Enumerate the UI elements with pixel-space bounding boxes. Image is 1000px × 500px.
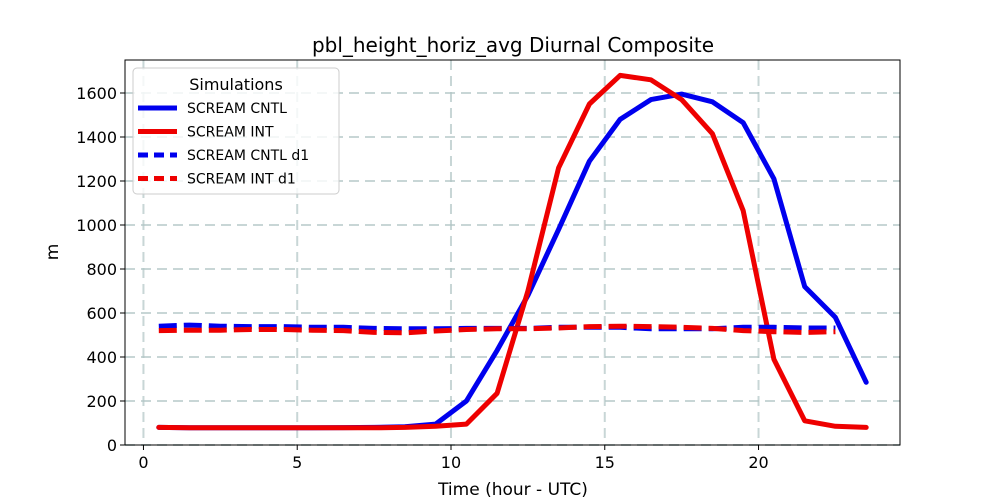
legend-title: Simulations [189, 75, 283, 94]
legend-label-scream-int: SCREAM INT [187, 125, 274, 141]
y-tick-label: 0 [107, 436, 117, 455]
series-line-scream-int-d1 [158, 323, 836, 336]
legend-label-scream-int-d1: SCREAM INT d1 [187, 172, 296, 188]
y-tick-label: 1000 [76, 216, 117, 235]
y-tick-label: 800 [86, 260, 117, 279]
y-tick-label: 1600 [76, 84, 117, 103]
y-tick-label: 200 [86, 392, 117, 411]
legend-label-scream-cntl-d1: SCREAM CNTL d1 [187, 148, 309, 164]
series-lines [156, 72, 869, 431]
x-tick-label: 20 [748, 453, 768, 472]
x-tick-label: 10 [441, 453, 461, 472]
legend-label-scream-cntl: SCREAM CNTL [187, 101, 287, 117]
plot-frame [124, 59, 901, 446]
y-tick-label: 1400 [76, 128, 117, 147]
y-tick-label: 600 [86, 304, 117, 323]
series-line-scream-int [156, 72, 869, 431]
y-tick-label: 1200 [76, 172, 117, 191]
x-axis-label: Time (hour - UTC) [437, 480, 588, 500]
x-tick-label: 15 [595, 453, 615, 472]
legend-entries: SCREAM CNTL SCREAM INT SCREAM CNTL d1 SCREA… [138, 101, 309, 188]
y-tick-label: 400 [86, 348, 117, 367]
x-tick-label: 0 [138, 453, 148, 472]
legend-box [132, 67, 340, 195]
chart-title: pbl_height_horiz_avg Diurnal Composite [312, 33, 714, 57]
x-tick-label: 5 [292, 453, 302, 472]
y-axis-label: m [43, 244, 63, 261]
